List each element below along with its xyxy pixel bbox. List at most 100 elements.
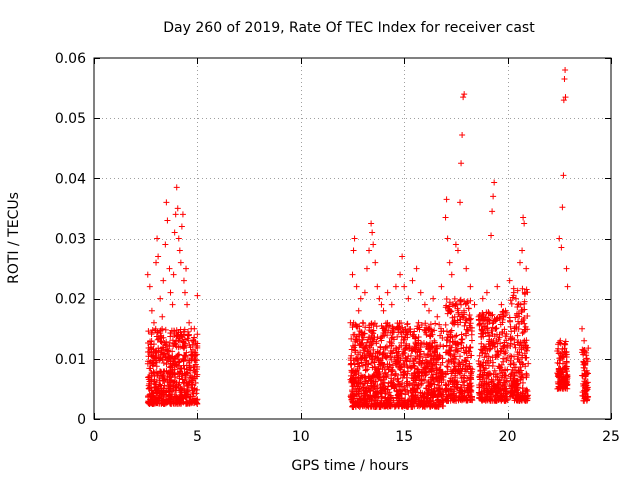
dense-point (404, 320, 411, 327)
dense-point (446, 348, 453, 355)
dense-point (431, 391, 438, 398)
chart-title: Day 260 of 2019, Rate Of TEC Index for r… (163, 20, 535, 36)
data-point (491, 179, 498, 186)
dense-point (446, 299, 453, 306)
data-point (186, 319, 193, 326)
dense-point (487, 397, 494, 404)
dense-point (521, 396, 528, 403)
dense-point (461, 322, 468, 329)
dense-point (486, 340, 493, 347)
dense-point (515, 318, 521, 325)
dense-point (443, 302, 450, 309)
data-point (154, 235, 161, 242)
dense-point (385, 380, 392, 387)
dense-point (449, 314, 456, 321)
dense-point (438, 379, 445, 386)
dense-point (355, 360, 362, 367)
dense-point (434, 384, 441, 391)
data-point (460, 94, 467, 101)
dense-point (465, 305, 472, 312)
dense-point (152, 387, 159, 394)
dense-point (180, 395, 187, 402)
dense-point (478, 388, 485, 395)
dense-point (399, 379, 406, 386)
dense-point (393, 350, 400, 357)
data-point (359, 319, 366, 326)
dense-point (425, 351, 432, 358)
dense-point (523, 286, 530, 293)
dense-point (428, 327, 435, 334)
data-point (560, 97, 567, 104)
dense-point (502, 349, 509, 356)
dense-point (466, 344, 473, 351)
dense-point (396, 386, 403, 393)
dense-point (516, 358, 523, 365)
dense-point (579, 346, 586, 353)
data-point (148, 307, 155, 314)
dense-point (369, 364, 376, 371)
dense-point (484, 347, 491, 354)
dense-point (514, 386, 521, 393)
dense-point (519, 385, 526, 392)
dense-point (386, 403, 393, 410)
dense-point (497, 395, 504, 402)
dense-point (582, 382, 589, 389)
dense-point (585, 345, 592, 352)
dense-point (490, 378, 497, 385)
dense-point (171, 340, 178, 347)
data-point (523, 265, 530, 272)
dense-point (561, 354, 568, 361)
dense-point (416, 360, 423, 367)
dense-point (181, 380, 188, 387)
dense-point (155, 348, 162, 355)
data-point (438, 283, 445, 290)
dense-point (388, 342, 395, 349)
dense-point (557, 379, 564, 386)
dense-point (380, 373, 387, 380)
dense-point (350, 383, 357, 390)
dense-point (464, 384, 471, 391)
dense-point (483, 375, 490, 382)
dense-point (467, 374, 474, 381)
dense-point (148, 392, 155, 399)
data-point (351, 235, 358, 242)
dense-point (519, 374, 526, 381)
dense-point (361, 395, 368, 402)
dense-point (372, 353, 379, 360)
dense-point (502, 390, 509, 397)
dense-point (379, 359, 386, 366)
dense-point (429, 362, 436, 369)
data-point (471, 301, 478, 308)
dense-point (404, 403, 411, 410)
dense-point (169, 382, 176, 389)
dense-point (439, 335, 446, 342)
data-point (520, 214, 527, 221)
y-tick-label: 0.02 (55, 292, 86, 308)
dense-point (467, 297, 474, 304)
dense-point (423, 394, 430, 401)
dense-point (399, 351, 406, 358)
dense-point (181, 326, 188, 333)
dense-point (511, 327, 518, 334)
dense-point (477, 376, 484, 383)
data-point (457, 199, 464, 206)
dense-point (454, 305, 461, 312)
data-point (357, 295, 364, 302)
dense-point (412, 355, 419, 362)
dense-point (176, 337, 183, 344)
dense-point (350, 357, 357, 364)
dense-point (557, 373, 564, 380)
dense-point (420, 397, 427, 404)
dense-point (462, 362, 469, 369)
dense-point (160, 391, 167, 398)
dense-point (353, 323, 360, 330)
dense-point (554, 370, 561, 377)
dense-point (437, 385, 444, 392)
dense-point (436, 321, 443, 328)
dense-point (397, 390, 404, 397)
data-point (361, 289, 368, 296)
dense-point (385, 383, 392, 390)
dense-point (193, 386, 200, 393)
dense-point (415, 372, 422, 379)
dense-point (349, 388, 356, 395)
